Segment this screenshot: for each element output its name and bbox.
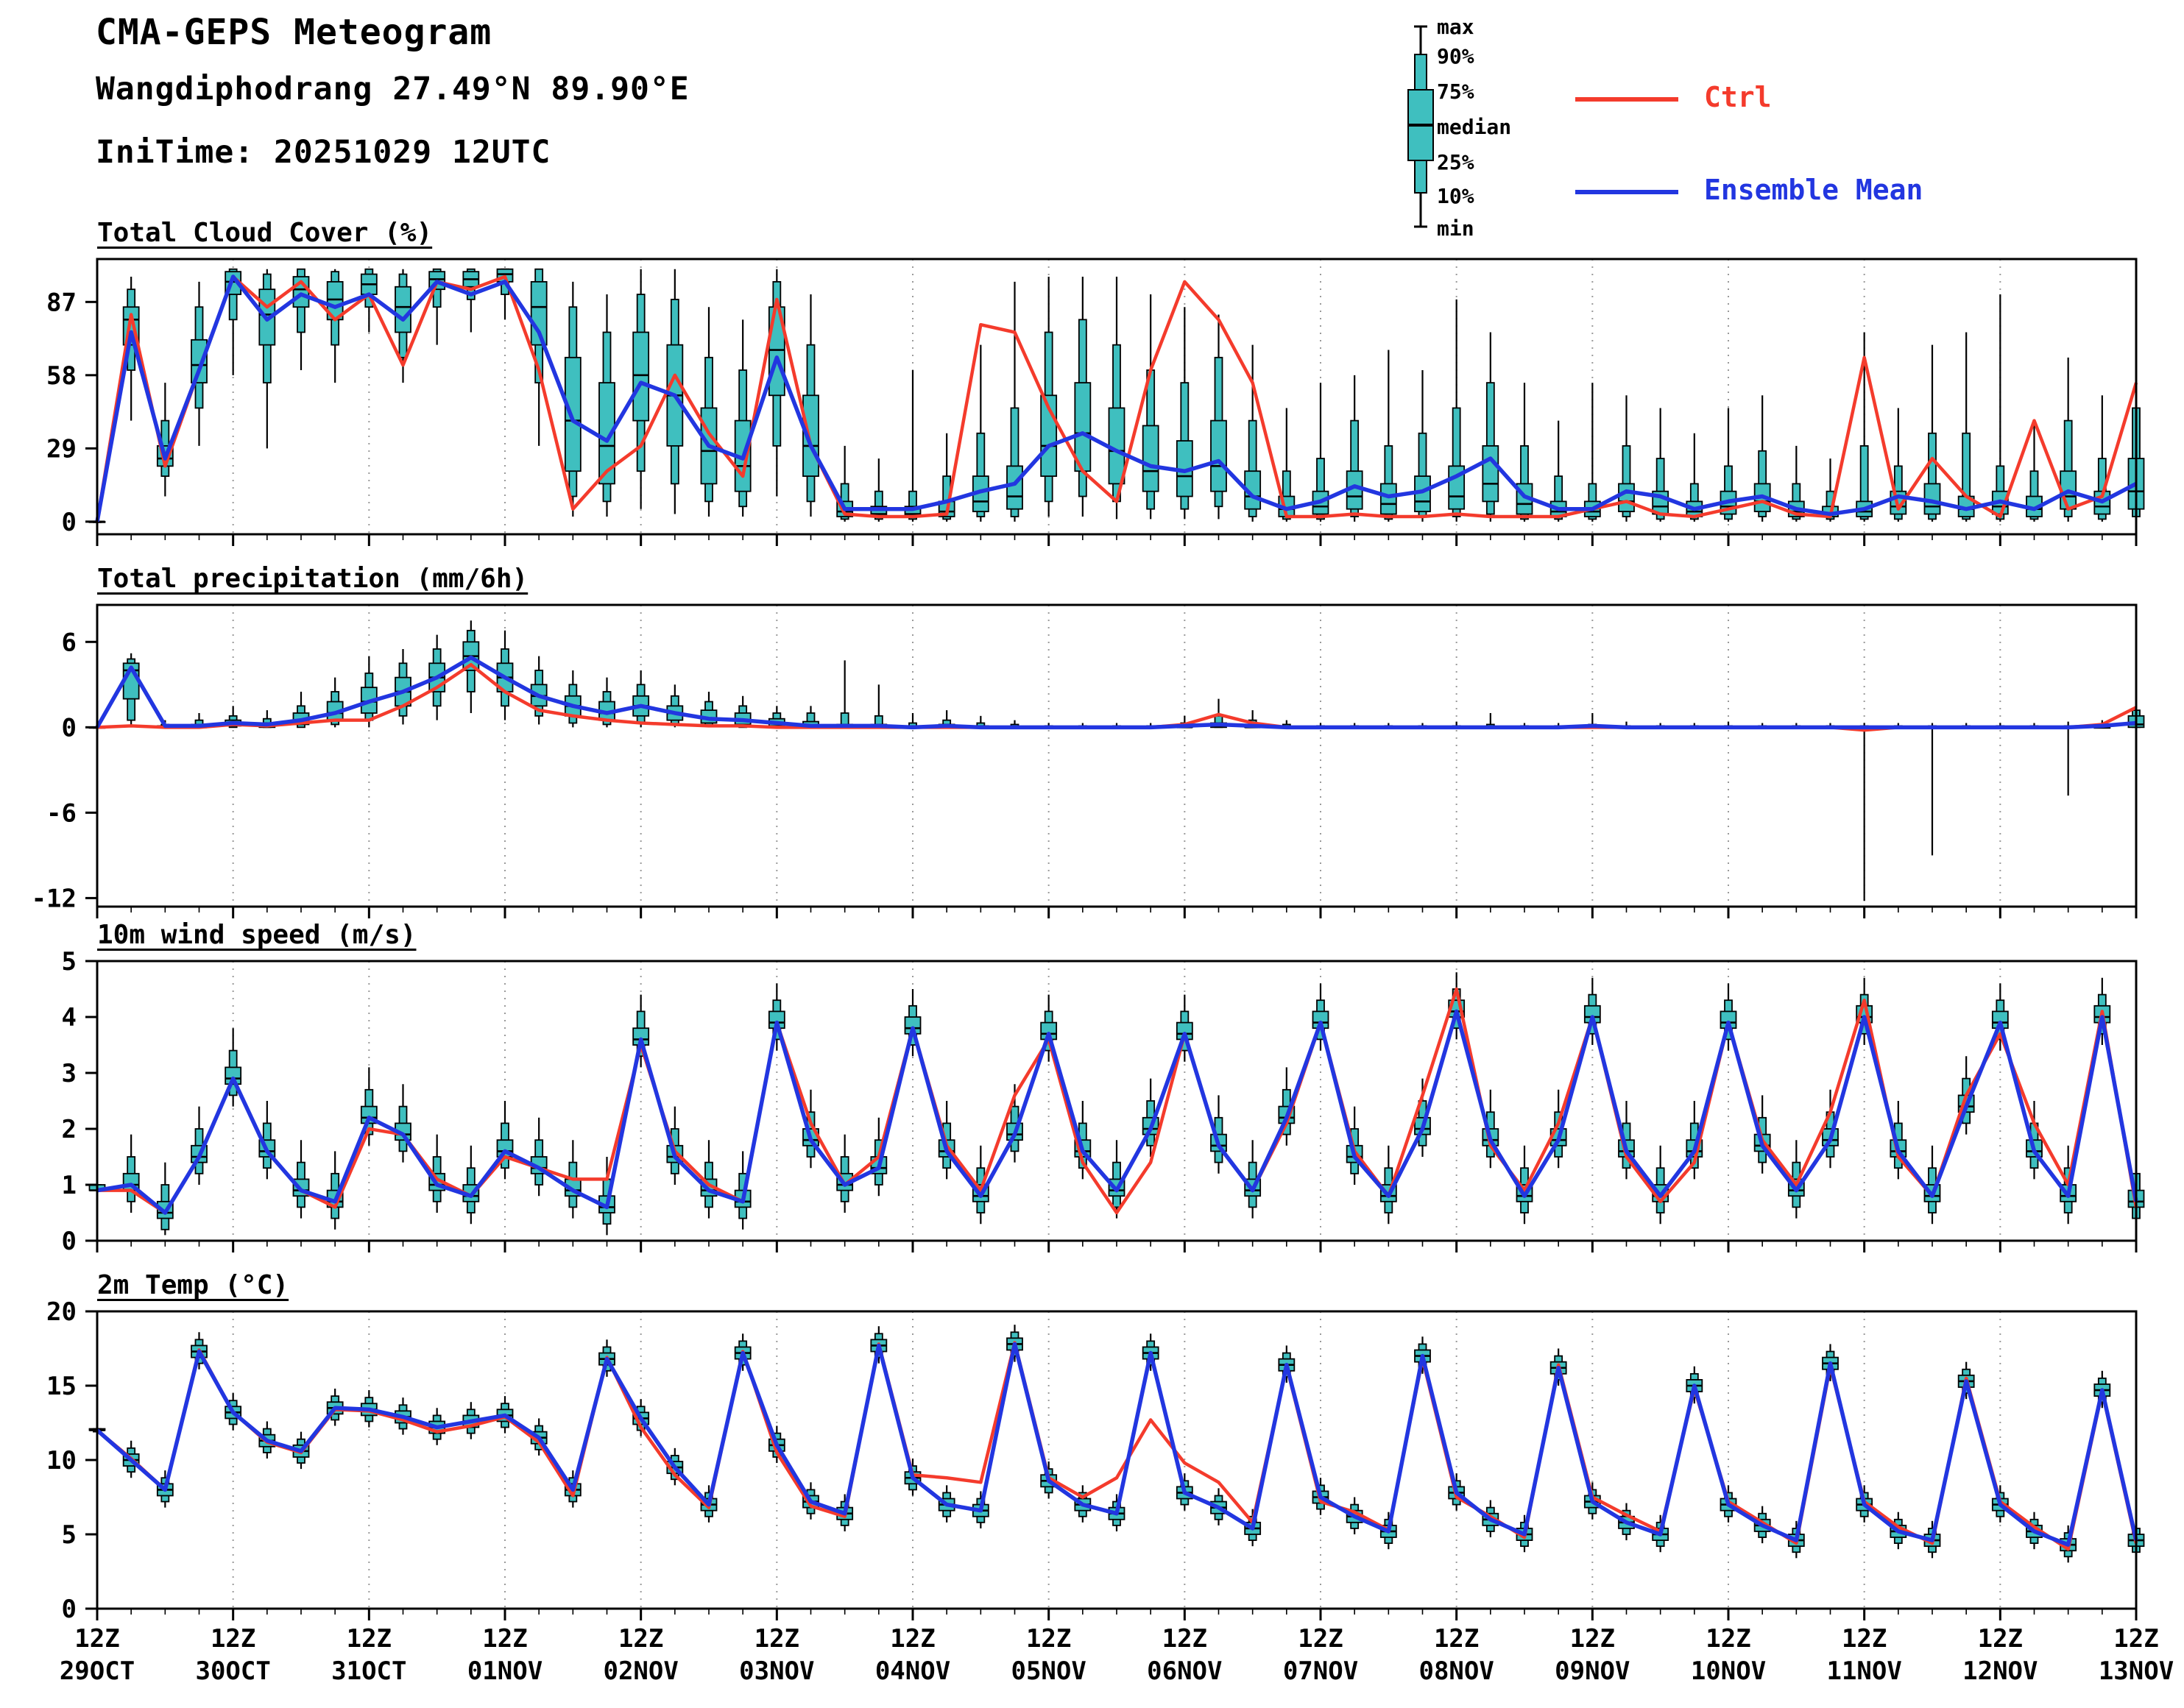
x-axis-labels: 12Z 29OCT 12Z 30OCT 12Z 31OCT 12Z 01NOV 12Z 02NOV…: [60, 1624, 2174, 1686]
wind-y-axis: 0 1 2 3 4 5: [62, 947, 97, 1256]
init-time: IniTime: 20251029 12UTC: [96, 134, 551, 171]
x-tick-label: 12Z 02NOV: [603, 1624, 678, 1686]
cloud-x-axis: [96, 534, 2138, 546]
svg-text:-12: -12: [32, 884, 77, 913]
legend-label-median: median: [1437, 115, 1512, 139]
x-tick-label: 12Z 29OCT: [60, 1624, 135, 1686]
svg-text:2: 2: [62, 1115, 77, 1144]
svg-text:10: 10: [46, 1446, 77, 1475]
svg-text:0: 0: [62, 508, 77, 537]
legend-label-25pct: 25%: [1437, 150, 1474, 174]
precip-grid: [232, 605, 2001, 907]
panel-precip: -12 -6 0 6: [32, 603, 2145, 918]
x-tick-label: 12Z 31OCT: [331, 1624, 406, 1686]
wind-ctrl-line: [97, 987, 2138, 1215]
svg-text:0: 0: [62, 1227, 77, 1256]
legend-label-max: max: [1437, 15, 1474, 39]
panel-title-cloud: Total Cloud Cover (%): [97, 218, 433, 248]
x-tick-label: 12Z 08NOV: [1418, 1624, 1494, 1686]
wind-boxes: [88, 972, 2145, 1236]
cloud-y-axis: 0 29 58 87: [46, 288, 97, 537]
svg-text:20: 20: [46, 1297, 77, 1327]
precip-boxes: [88, 620, 2145, 901]
wind-mean-line: [96, 1009, 2138, 1215]
temp-x-axis: [96, 1609, 2138, 1620]
panel-temp: 0 5 10 15 20: [46, 1297, 2145, 1624]
svg-text:4: 4: [62, 1003, 77, 1032]
svg-text:1: 1: [62, 1171, 77, 1200]
x-tick-label: 12Z 05NOV: [1011, 1624, 1086, 1686]
panel-title-precip: Total precipitation (mm/6h): [97, 564, 529, 594]
temp-mean-line: [96, 1342, 2138, 1547]
station-subtitle: Wangdiphodrang 27.49°N 89.90°E: [96, 71, 690, 107]
x-tick-label: 12Z 10NOV: [1691, 1624, 1766, 1686]
svg-text:0: 0: [62, 1595, 77, 1624]
panel-wind: 0 1 2 3 4 5: [62, 947, 2145, 1256]
svg-text:5: 5: [62, 947, 77, 977]
legend-label-10pct: 10%: [1437, 184, 1474, 208]
x-tick-label: 12Z 09NOV: [1555, 1624, 1630, 1686]
legend-label-75pct: 75%: [1437, 79, 1474, 104]
ctrl-legend-line-icon: [1575, 97, 1678, 102]
svg-text:0: 0: [62, 713, 77, 743]
legend-label-min: min: [1437, 216, 1474, 241]
mean-legend-line-icon: [1575, 190, 1678, 194]
temp-boxes: [88, 1325, 2145, 1563]
x-tick-label: 12Z 07NOV: [1283, 1624, 1358, 1686]
svg-text:58: 58: [46, 361, 77, 391]
x-tick-label: 12Z 03NOV: [739, 1624, 814, 1686]
mean-legend-label: Ensemble Mean: [1704, 174, 1923, 206]
x-tick-label: 12Z 13NOV: [2099, 1624, 2174, 1686]
page-title: CMA-GEPS Meteogram: [96, 12, 492, 53]
svg-text:15: 15: [46, 1372, 77, 1401]
svg-text:5: 5: [62, 1520, 77, 1550]
wind-x-axis: [96, 1241, 2138, 1252]
ctrl-legend-label: Ctrl: [1704, 81, 1772, 113]
x-tick-label: 12Z 01NOV: [467, 1624, 543, 1686]
boxplot-legend-glyph-icon: [1407, 25, 1434, 228]
temp-y-axis: 0 5 10 15 20: [46, 1297, 97, 1624]
precip-x-axis: [96, 907, 2138, 918]
x-tick-label: 12Z 12NOV: [1962, 1624, 2038, 1686]
svg-text:29: 29: [46, 434, 77, 464]
svg-text:3: 3: [62, 1059, 77, 1088]
panel-title-wind: 10m wind speed (m/s): [97, 920, 417, 950]
precip-mean-line: [95, 655, 2137, 730]
svg-text:-6: -6: [46, 798, 77, 828]
svg-text:87: 87: [46, 288, 77, 317]
temp-ctrl-line: [96, 1341, 2138, 1551]
x-tick-label: 12Z 11NOV: [1826, 1624, 1901, 1686]
legend: max 90% 75% median 25% 10% min: [1391, 15, 2127, 241]
cloud-mean-line: [95, 274, 2138, 522]
panel-title-temp: 2m Temp (°C): [97, 1270, 289, 1300]
x-tick-label: 12Z 30OCT: [195, 1624, 270, 1686]
svg-text:6: 6: [62, 628, 77, 657]
legend-label-90pct: 90%: [1437, 44, 1474, 68]
precip-y-axis: -12 -6 0 6: [32, 628, 97, 913]
temp-grid: [232, 1311, 2001, 1609]
x-tick-label: 12Z 04NOV: [875, 1624, 950, 1686]
panel-cloud: 0 29 58 87: [46, 258, 2145, 546]
x-tick-label: 12Z 06NOV: [1147, 1624, 1222, 1686]
